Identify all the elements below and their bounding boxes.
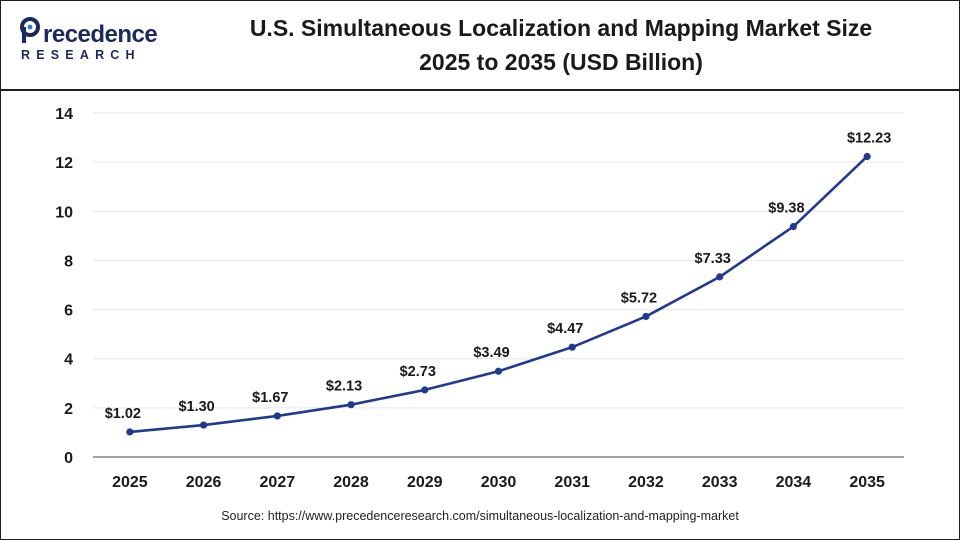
- data-point: [199, 421, 208, 429]
- grid-lines: [93, 112, 904, 409]
- logo-subtitle: RESEARCH: [21, 48, 141, 62]
- chart-title: U.S. Simultaneous Localization and Mappi…: [171, 11, 951, 79]
- x-tick-labels: 2025 2026 2027 2028 2029 2030 2031 2032 2033 2034…: [112, 474, 885, 491]
- y-tick-label: 14: [55, 106, 73, 123]
- data-label: $5.72: [621, 290, 657, 306]
- data-label: $9.38: [768, 201, 804, 217]
- x-tick-label: 2031: [554, 474, 590, 491]
- data-label: $1.30: [178, 399, 214, 415]
- logo-wordmark: recedence: [43, 21, 158, 48]
- data-label: $4.47: [547, 321, 583, 337]
- source-note: Source: https://www.precedenceresearch.c…: [221, 509, 739, 523]
- x-tick-label: 2034: [776, 474, 812, 491]
- y-tick-labels: 0 2 4 6 8 10 12 14: [55, 106, 73, 467]
- x-tick-label: 2027: [260, 474, 296, 491]
- data-point: [494, 367, 503, 375]
- y-tick-label: 10: [55, 204, 73, 221]
- data-labels: $1.02 $1.30 $1.67 $2.13 $2.73 $3.49 $4.47 $5.72…: [105, 130, 892, 421]
- logo-p-mark-icon: [20, 17, 40, 43]
- data-label: $12.23: [847, 130, 891, 146]
- data-label: $2.13: [326, 379, 362, 395]
- line-chart: 0 2 4 6 8 10 12 14 2025 2026 2027 2028 2029 2030 2031…: [55, 106, 904, 491]
- series-line-path: [129, 155, 869, 434]
- data-label: $3.49: [473, 345, 509, 361]
- data-point: [347, 401, 355, 409]
- x-tick-label: 2026: [186, 474, 222, 491]
- y-tick-label: 6: [64, 303, 73, 320]
- x-tick-label: 2028: [333, 474, 369, 491]
- y-tick-label: 12: [55, 155, 73, 172]
- x-tick-label: 2035: [849, 474, 885, 491]
- data-point: [716, 273, 724, 281]
- chart-title-line2: 2025 to 2035 (USD Billion): [419, 49, 703, 75]
- data-label: $2.73: [400, 364, 436, 380]
- x-tick-label: 2030: [481, 474, 517, 491]
- data-point: [863, 152, 871, 161]
- y-tick-label: 2: [64, 401, 73, 418]
- data-point: [642, 312, 650, 321]
- data-point: [789, 222, 798, 231]
- data-point: [421, 386, 429, 394]
- series-points: [126, 152, 871, 436]
- chart-title-line1: U.S. Simultaneous Localization and Mappi…: [249, 15, 873, 41]
- y-tick-label: 8: [64, 253, 73, 270]
- data-label: $1.67: [252, 390, 288, 406]
- x-tick-label: 2025: [112, 474, 148, 491]
- header: recedence RESEARCH U.S. Simultaneous Loc…: [1, 1, 959, 91]
- data-label: $7.33: [695, 251, 731, 267]
- y-tick-label: 4: [64, 352, 73, 369]
- x-tick-label: 2033: [702, 474, 738, 491]
- x-tick-label: 2029: [407, 474, 443, 491]
- y-tick-label: 0: [64, 450, 73, 467]
- series-line: [129, 155, 869, 434]
- brand-logo: recedence RESEARCH: [19, 15, 159, 65]
- x-tick-label: 2032: [628, 474, 664, 491]
- data-point: [126, 428, 134, 436]
- data-point: [568, 343, 576, 351]
- data-label: $1.02: [105, 406, 141, 422]
- data-point: [273, 412, 281, 420]
